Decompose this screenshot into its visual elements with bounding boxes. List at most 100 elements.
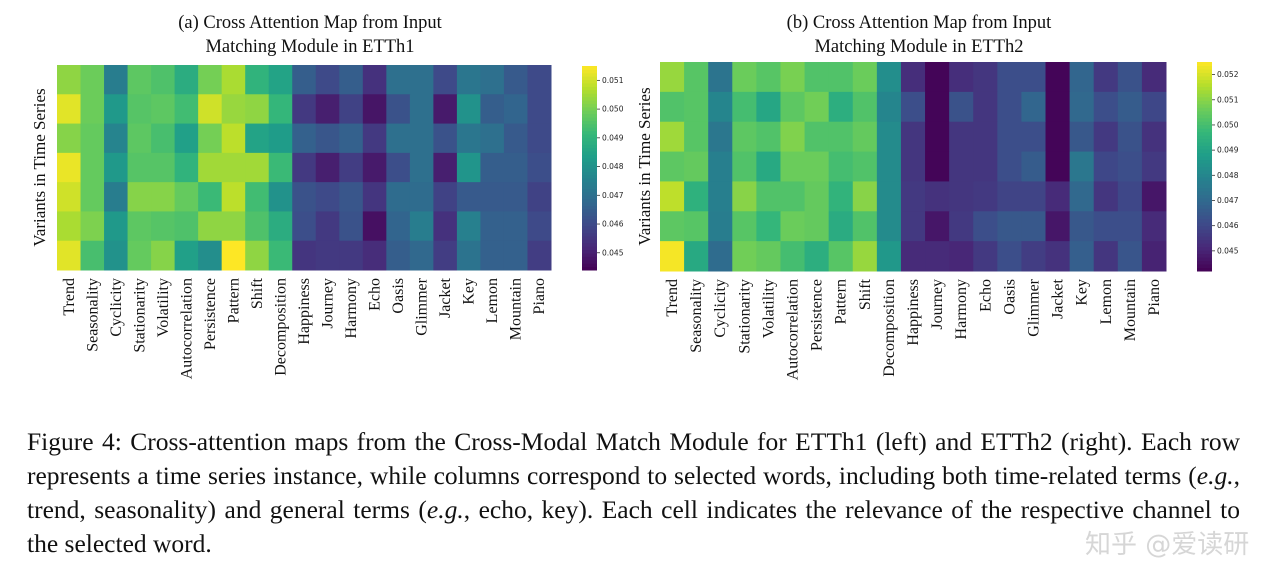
heatmap-cell: [409, 240, 434, 271]
left-chart-title: (a) Cross Attention Map from Input Match…: [60, 11, 560, 59]
heatmap-cell: [804, 241, 830, 272]
colorbar-tick-label: 0.045: [1217, 246, 1239, 255]
heatmaps: Trend Seasonality Cyclicity Stationarity Vol…: [30, 62, 1239, 380]
heatmap-cell: [852, 121, 878, 153]
heatmap-cell: [503, 65, 528, 95]
heatmap-cell: [973, 62, 998, 93]
colorbar-segment: [1197, 246, 1212, 251]
heatmap-cell: [876, 211, 902, 242]
heatmap-cell: [104, 182, 129, 212]
heatmap-cell: [268, 152, 293, 183]
colorbar-tick-label: 0.049: [602, 133, 624, 142]
colorbar-segment: [1197, 180, 1212, 185]
column-label: Autocorrelation: [785, 279, 802, 380]
heatmap-cell: [127, 182, 152, 212]
column-label: Oasis: [390, 278, 407, 314]
heatmap-cell: [362, 65, 387, 95]
heatmap-cell: [174, 123, 199, 154]
heatmap-cell: [127, 94, 152, 125]
heatmap-cell: [684, 211, 709, 242]
colorbar-segment: [1197, 89, 1212, 94]
column-label: Cyclicity: [108, 278, 125, 337]
column-label: Trend: [664, 279, 681, 317]
colorbar-segment: [582, 113, 597, 118]
column-label: Piano: [1146, 279, 1163, 315]
colorbar-segment: [582, 89, 597, 94]
heatmap-cell: [708, 151, 733, 182]
heatmap-cell: [949, 211, 974, 242]
heatmap-cell: [198, 240, 223, 271]
heatmap-cell: [503, 123, 528, 154]
heatmap-cell: [174, 65, 199, 95]
heatmap-cell: [292, 182, 317, 212]
heatmap-cell: [221, 123, 246, 154]
colorbar-segment: [582, 256, 597, 261]
heatmap-cell: [456, 65, 481, 95]
heatmap-cell: [997, 91, 1022, 123]
colorbar-segment: [582, 225, 597, 230]
heatmap-cell: [315, 240, 340, 271]
column-label: Mountain: [508, 278, 525, 340]
heatmap-cell: [1141, 62, 1167, 93]
colorbar-segment: [1197, 149, 1212, 154]
colorbar-segment: [1197, 225, 1212, 230]
colorbar-segment: [1197, 218, 1212, 223]
heatmap-cell: [732, 91, 757, 123]
colorbar-segment: [1197, 93, 1212, 98]
heatmap-cell: [409, 65, 434, 95]
heatmap-cell: [292, 240, 317, 271]
heatmap-cell: [221, 65, 246, 95]
heatmap-cell: [174, 182, 199, 212]
heatmap-cell: [480, 65, 505, 95]
heatmap-cell: [925, 151, 950, 182]
heatmap-cell: [997, 181, 1022, 212]
heatmap-cell: [151, 182, 176, 212]
heatmap-cell: [828, 151, 854, 182]
colorbar-segment: [1197, 232, 1212, 237]
colorbar-segment: [582, 76, 597, 81]
heatmap-cell: [1069, 91, 1095, 123]
heatmap-cell: [780, 181, 806, 212]
heatmap-cell: [151, 94, 176, 125]
heatmap-cell: [268, 240, 293, 271]
heatmap-cell: [527, 65, 552, 95]
heatmap-cell: [480, 240, 505, 271]
colorbar-segment: [1197, 117, 1212, 122]
left-title-line-2: Matching Module in ETTh1: [205, 37, 415, 57]
heatmap-cell: [828, 91, 854, 123]
colorbar-segment: [1197, 82, 1212, 87]
heatmap-cell: [151, 211, 176, 242]
colorbar-segment: [1197, 267, 1212, 272]
colorbar-segment: [582, 215, 597, 220]
heatmap-cell: [804, 62, 830, 93]
heatmap-cell: [221, 240, 246, 271]
heatmap-cell: [876, 181, 902, 212]
heatmap-cell: [480, 123, 505, 154]
heatmap-cell: [804, 151, 830, 182]
heatmap-cell: [804, 121, 830, 153]
heatmap-cell: [732, 211, 757, 242]
heatmap-cell: [900, 62, 926, 93]
heatmap-cell: [1117, 151, 1143, 182]
heatmap-cell: [780, 62, 806, 93]
heatmap-cell: [127, 123, 152, 154]
heatmap-cell: [852, 211, 878, 242]
heatmap-cell: [1141, 241, 1167, 272]
heatmap-cell: [756, 91, 781, 123]
heatmap-cell: [1141, 211, 1167, 242]
column-label: Seasonality: [84, 278, 101, 352]
heatmap-cell: [876, 62, 902, 93]
heatmap-cell: [756, 151, 781, 182]
heatmap-cell: [409, 211, 434, 242]
colorbar-segment: [582, 130, 597, 135]
heatmap-cell: [925, 91, 950, 123]
watermark: 知乎 @爱读研: [1085, 530, 1250, 560]
column-label: Oasis: [1001, 279, 1018, 315]
heatmap-cell: [876, 91, 902, 123]
colorbar-segment: [582, 249, 597, 254]
caption-eg: e.g.: [426, 495, 464, 524]
colorbar-segment: [1197, 183, 1212, 188]
heatmap-cell: [804, 91, 830, 123]
colorbar-segment: [1197, 208, 1212, 213]
heatmap-cell: [503, 240, 528, 271]
